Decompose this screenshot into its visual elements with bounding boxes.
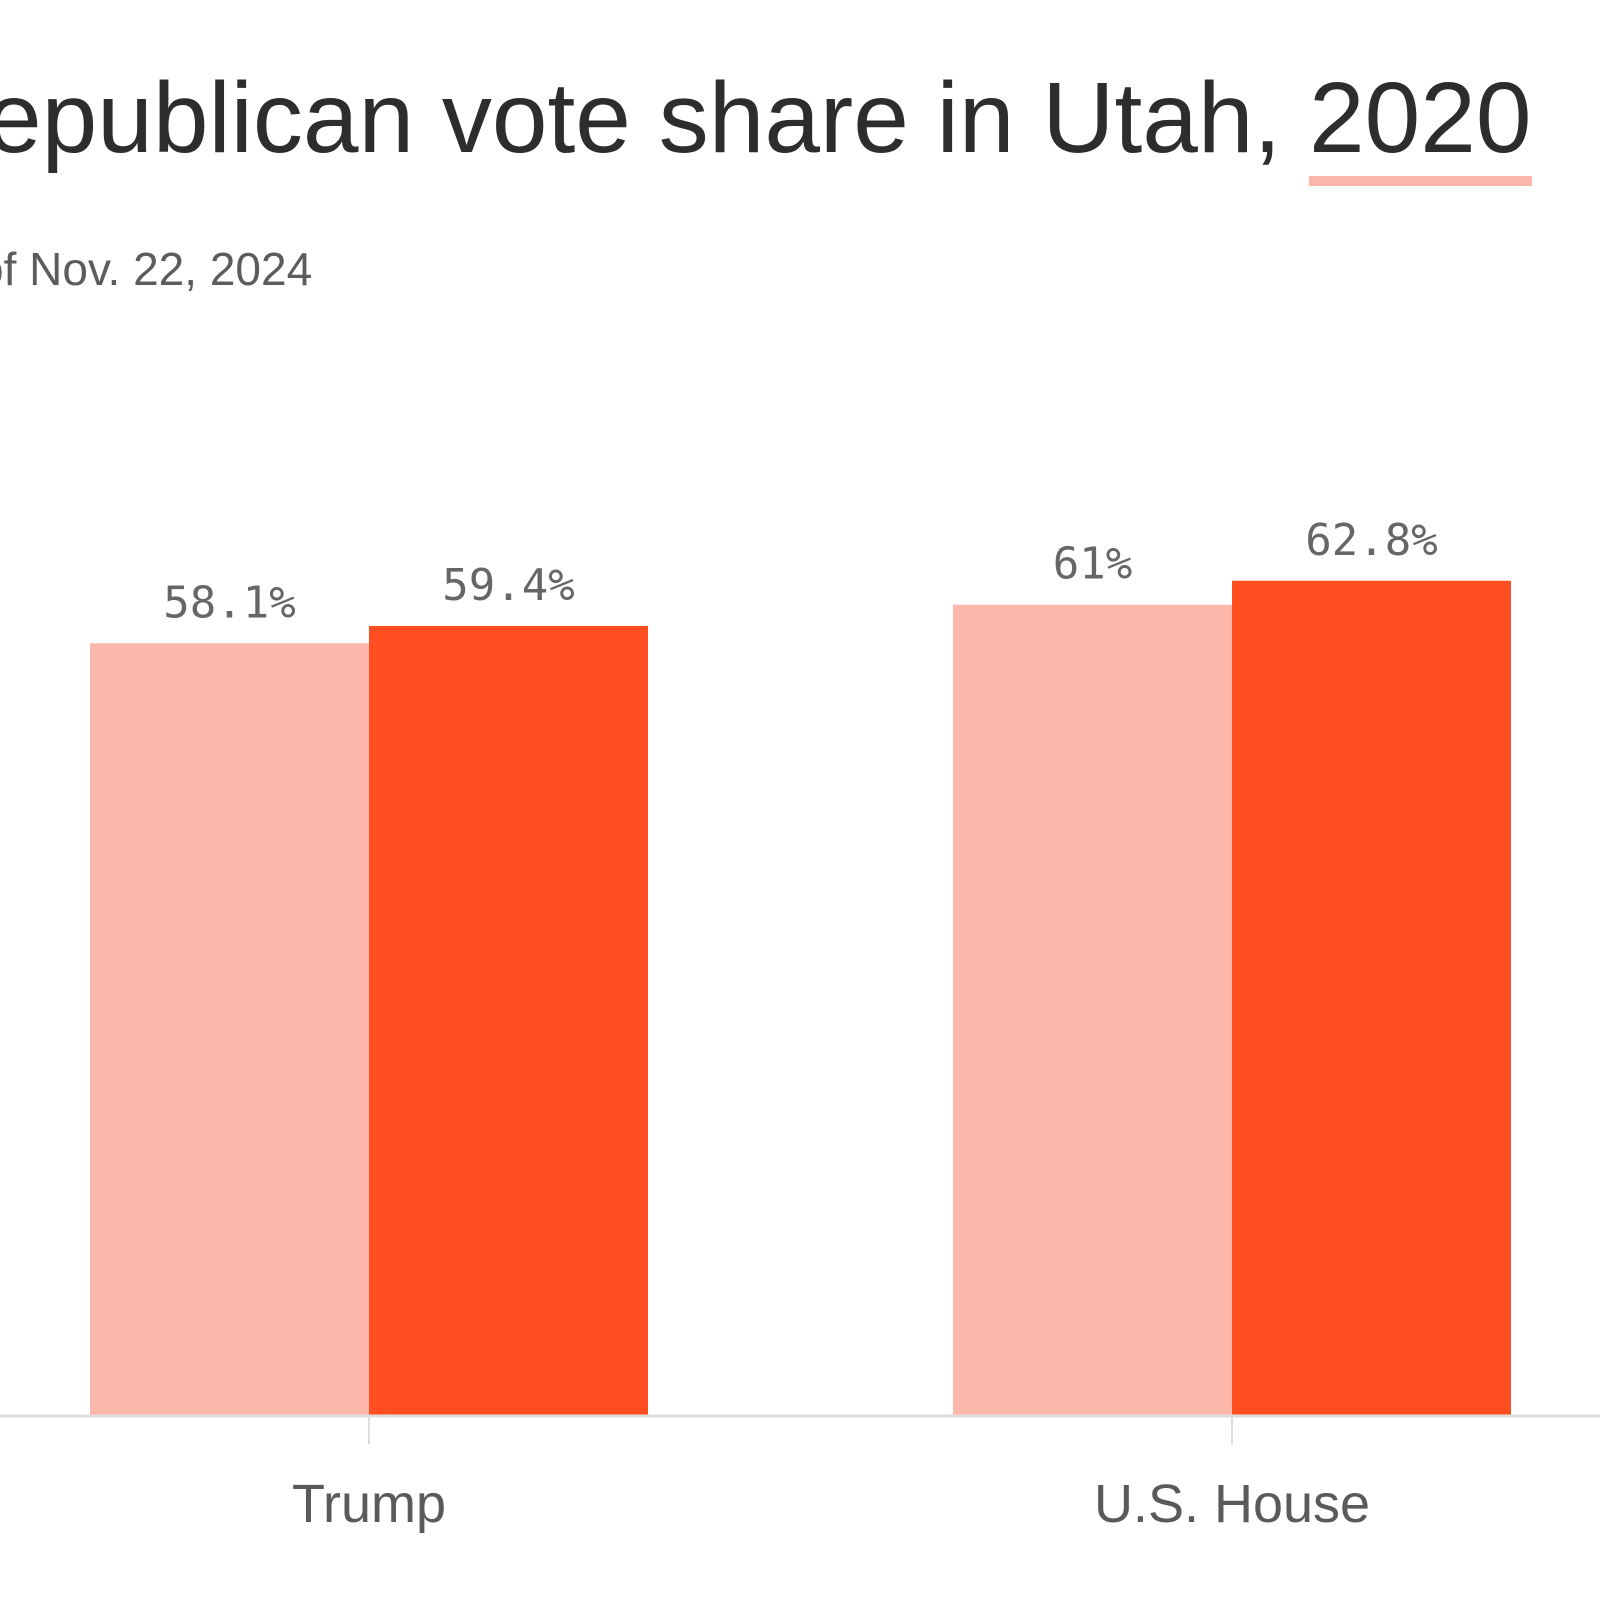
bars-layer <box>90 580 1511 1416</box>
chart-subtitle: of Nov. 22, 2024 <box>0 243 313 295</box>
bar-trump-series-1 <box>90 643 369 1416</box>
chart-title: epublican vote share in Utah, 2020 <box>0 62 1532 186</box>
x-tick-label: Trump <box>292 1474 446 1534</box>
bar-u-s-house-series-1 <box>953 604 1232 1416</box>
data-label: 62.8% <box>1305 515 1437 566</box>
chart-title-highlight: 2020 <box>1309 62 1532 186</box>
data-label: 59.4% <box>442 560 574 611</box>
bar-u-s-house-series-2 <box>1232 580 1511 1416</box>
bar-trump-series-2 <box>369 625 648 1416</box>
value-labels-layer: 58.1% 59.4% 61% 62.8% <box>163 515 1437 629</box>
x-tick-label: U.S. House <box>1094 1474 1370 1534</box>
data-label: 58.1% <box>163 577 295 628</box>
x-axis: Trump U.S. House <box>0 1414 1600 1534</box>
chart-title-main: epublican vote share in Utah, <box>0 62 1310 174</box>
data-label: 61% <box>1053 539 1132 590</box>
